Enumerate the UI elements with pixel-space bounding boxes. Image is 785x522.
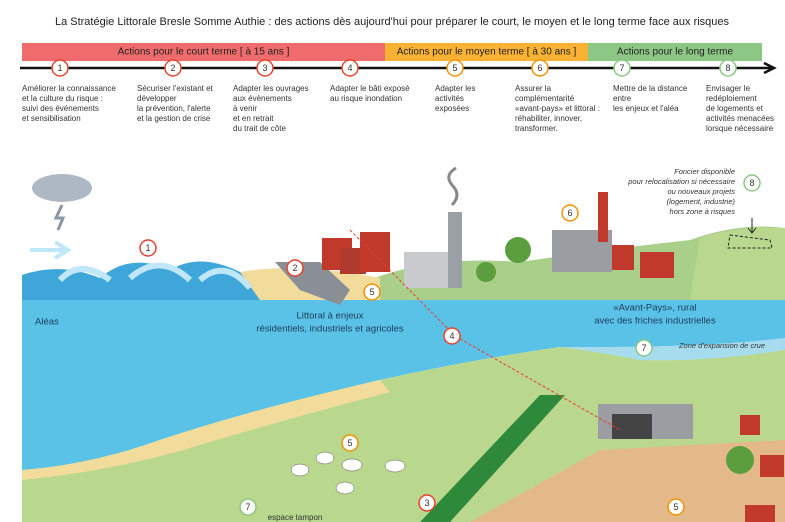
infographic: La Stratégie Littorale Bresle Somme Auth… xyxy=(0,0,785,522)
action-text: les enjeux et l'aléa xyxy=(613,104,679,113)
action-text: entre xyxy=(613,94,632,103)
land-label: pour relocalisation si nécessaire xyxy=(627,177,735,186)
scene-marker-number: 5 xyxy=(369,287,374,297)
available-land xyxy=(690,227,785,300)
phase-label: Actions pour le court terme [ à 15 ans ] xyxy=(118,47,290,58)
action-text: redéploiement xyxy=(706,94,757,103)
action-text: du trait de côte xyxy=(233,124,286,133)
scene-marker-number: 5 xyxy=(673,502,678,512)
house xyxy=(760,455,784,477)
house xyxy=(745,505,775,522)
cloud xyxy=(32,174,92,202)
land-label: hors zone à risques xyxy=(670,207,736,216)
action-text: Assurer la xyxy=(515,84,552,93)
phase-label: Actions pour le moyen terme [ à 30 ans ] xyxy=(397,47,577,58)
action-text: Adapter les xyxy=(435,84,475,93)
tree xyxy=(476,262,496,282)
flood-zone-label: Zone d'expansion de crue xyxy=(678,341,765,350)
coast-label: résidentiels, industriels et agricoles xyxy=(256,324,404,335)
scene-marker-number: 7 xyxy=(245,502,250,512)
scene-marker-number: 7 xyxy=(641,343,646,353)
body: {"header": {"title": "La Stratégie Litto… xyxy=(0,0,785,522)
action-text: complémentarité xyxy=(515,94,575,103)
sheep xyxy=(336,482,354,494)
sheep xyxy=(342,459,362,471)
action-text: lorsque nécessaire xyxy=(706,124,774,133)
action-number: 8 xyxy=(725,63,730,73)
action-text: activités xyxy=(435,94,464,103)
coast-label: Littoral à enjeux xyxy=(296,311,363,322)
chimney xyxy=(598,192,608,242)
action-text: Adapter le bâti exposé xyxy=(330,84,410,93)
land-label: ou nouveaux projets xyxy=(667,187,735,196)
action-text: transformer. xyxy=(515,124,558,133)
action-number: 6 xyxy=(537,63,542,73)
phase-label: Actions pour le long terme xyxy=(617,47,734,58)
action-number: 1 xyxy=(57,63,62,73)
land-label: Foncier disponible xyxy=(674,167,735,176)
house xyxy=(740,415,760,435)
chimney xyxy=(448,212,462,288)
page: Stratégie Littorale body { margin: 0; ba… xyxy=(0,0,785,522)
scene-marker-number: 3 xyxy=(424,498,429,508)
hinterland-label: avec des friches industrielles xyxy=(594,316,716,327)
action-text: exposées xyxy=(435,104,469,113)
action-number: 5 xyxy=(452,63,457,73)
scene-marker-number: 2 xyxy=(292,263,297,273)
buffer-label: espace tampon xyxy=(268,513,323,522)
title: La Stratégie Littorale Bresle Somme Auth… xyxy=(55,16,730,28)
action-text: la prévention, l'alerte xyxy=(137,104,211,113)
sheep xyxy=(385,460,405,472)
action-number: 2 xyxy=(170,63,175,73)
action-text: activités menacées xyxy=(706,114,774,123)
scene-marker-number: 5 xyxy=(347,438,352,448)
action-text: réhabiliter, innover, xyxy=(515,114,582,123)
scene-marker-number: 8 xyxy=(749,178,754,188)
barn-door xyxy=(612,414,652,439)
action-text: et la culture du risque : xyxy=(22,94,103,103)
tree xyxy=(505,237,531,263)
action-text: Envisager le xyxy=(706,84,751,93)
scene-marker-number: 4 xyxy=(449,331,454,341)
action-text: et la gestion de crise xyxy=(137,114,211,123)
action-text: Améliorer la connaissance xyxy=(22,84,116,93)
action-text: et sensibilisation xyxy=(22,114,81,123)
action-text: Sécuriser l'existant et xyxy=(137,84,214,93)
hinterland-label: «Avant-Pays», rural xyxy=(613,303,696,314)
action-text: Adapter les ouvrages xyxy=(233,84,309,93)
action-text: «avant-pays» et littoral : xyxy=(515,104,600,113)
action-text: et en retrait xyxy=(233,114,274,123)
action-number: 4 xyxy=(347,63,352,73)
action-number: 3 xyxy=(262,63,267,73)
action-text: aux évènements xyxy=(233,94,292,103)
hazards-label: Aléas xyxy=(35,317,59,328)
house xyxy=(612,245,634,270)
land-label: (logement, industrie) xyxy=(667,197,736,206)
action-text: suivi des événements xyxy=(22,104,99,113)
factory xyxy=(404,252,454,288)
action-text: de logements et xyxy=(706,104,764,113)
action-text: à venir xyxy=(233,104,257,113)
sheep xyxy=(316,452,334,464)
house xyxy=(640,252,674,278)
action-text: Mettre de la distance xyxy=(613,84,688,93)
sheep xyxy=(291,464,309,476)
action-text: au risque inondation xyxy=(330,94,402,103)
action-text: développer xyxy=(137,94,177,103)
scene-marker-number: 6 xyxy=(567,208,572,218)
action-number: 7 xyxy=(619,63,624,73)
scene-marker-number: 1 xyxy=(145,243,150,253)
tree xyxy=(726,446,754,474)
